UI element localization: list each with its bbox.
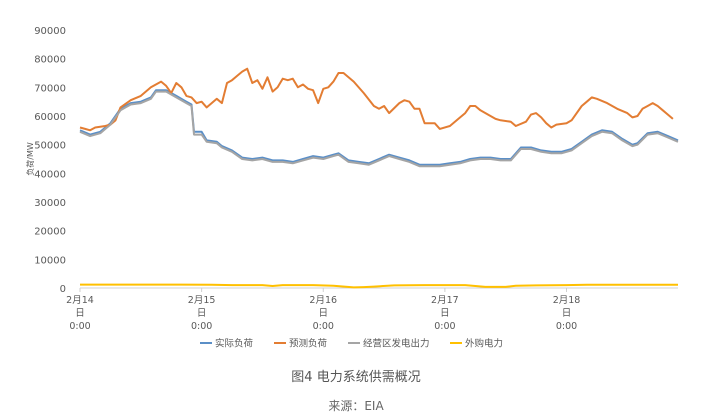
- line-chart: 0 10000 20000 30000 40000 50000 60000 70000 8000…: [25, 26, 679, 350]
- y-tick-label: 10000: [34, 255, 66, 266]
- y-tick-label: 60000: [34, 112, 66, 123]
- y-tick-label: 20000: [34, 227, 66, 238]
- y-tick-label: 50000: [34, 141, 66, 152]
- figure-source: 来源：EIA: [328, 399, 384, 413]
- y-tick-label: 40000: [34, 169, 66, 180]
- legend-label: 实际负荷: [215, 338, 254, 350]
- legend-label: 预测负荷: [289, 338, 328, 350]
- x-tick-label: 2月16: [309, 295, 337, 306]
- x-tick-label: 0:00: [434, 321, 455, 332]
- x-tick-label: 0:00: [191, 321, 212, 332]
- series-line: [79, 67, 674, 132]
- x-tick-label: 2月15: [188, 295, 216, 306]
- legend-label: 经营区发电出力: [363, 338, 430, 350]
- y-tick-label: 30000: [34, 198, 66, 209]
- x-tick-label: 0:00: [313, 321, 334, 332]
- y-tick-label: 70000: [34, 83, 66, 94]
- x-tick-label: 0:00: [556, 321, 577, 332]
- series-line: [80, 283, 678, 289]
- y-tick-label: 90000: [34, 26, 66, 37]
- x-tick-label: 2月17: [431, 295, 459, 306]
- x-tick-label: 日: [440, 308, 450, 319]
- x-tick-label: 2月14: [66, 295, 94, 306]
- y-tick-label: 80000: [34, 55, 66, 66]
- x-tick-label: 日: [562, 308, 572, 319]
- figure-caption: 图4 电力系统供需概况: [291, 370, 421, 385]
- series-line: [79, 89, 679, 166]
- x-tick-label: 日: [318, 308, 328, 319]
- x-tick-label: 日: [197, 308, 207, 319]
- x-tick-label: 2月18: [553, 295, 581, 306]
- x-tick-label: 0:00: [69, 321, 90, 332]
- legend-label: 外购电力: [465, 338, 503, 350]
- y-axis-title: 负荷/MW: [25, 142, 35, 176]
- y-tick-label: 0: [60, 284, 66, 295]
- x-tick-label: 日: [75, 308, 85, 319]
- series-line: [79, 90, 679, 168]
